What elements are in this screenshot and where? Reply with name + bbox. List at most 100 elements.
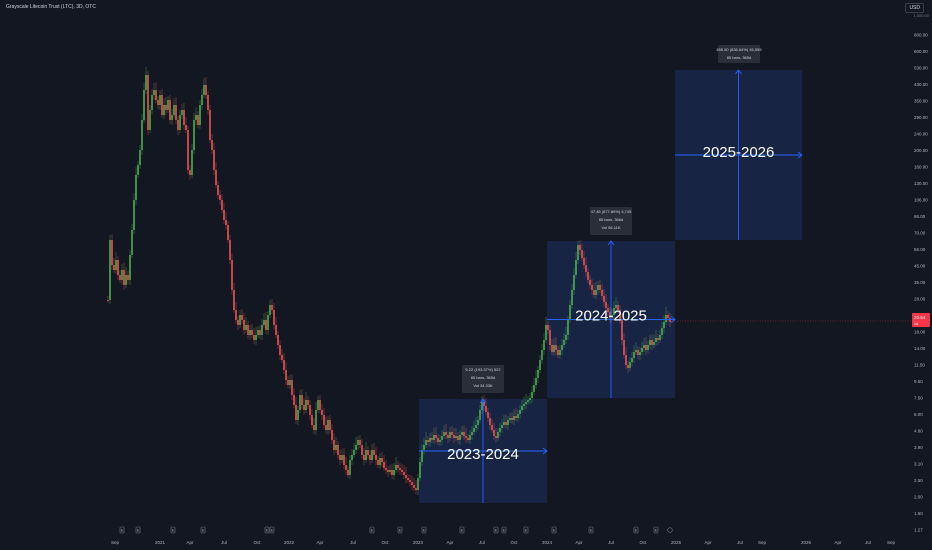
event-marker[interactable]: E xyxy=(119,526,125,534)
candle-body xyxy=(531,392,533,398)
event-marker[interactable]: E xyxy=(523,526,529,534)
event-marker[interactable]: E xyxy=(588,526,594,534)
time-axis-label: Apr xyxy=(704,540,712,545)
candle-body xyxy=(461,432,463,435)
time-axis[interactable]: Sep 2021 Apr Jul Oct 2022 Apr Jul Oct 2023 Apr Jul O… xyxy=(111,540,896,545)
candle-body xyxy=(621,320,623,340)
event-marker[interactable]: E xyxy=(493,526,499,534)
candle-body xyxy=(345,465,347,470)
price-axis[interactable]: 800.00 600.00 530.00 430.00 350.00 290.00 240.… xyxy=(914,33,928,533)
candle-body xyxy=(491,425,493,430)
candle-body xyxy=(567,320,569,335)
candle-body xyxy=(543,340,545,350)
candle-body xyxy=(661,328,663,335)
candle-body xyxy=(151,95,153,110)
event-marker[interactable]: E xyxy=(200,526,206,534)
price-axis-label: 160.00 xyxy=(914,165,928,170)
candle-body xyxy=(571,290,573,305)
candle-body xyxy=(627,365,629,368)
time-axis-label: Apr xyxy=(316,540,324,545)
candle-body xyxy=(197,115,199,125)
time-axis-label: Jul xyxy=(350,540,356,545)
candle-body xyxy=(157,100,159,105)
tooltip-line: 455.50 (836.64%) 45,555 xyxy=(716,47,762,52)
event-marker[interactable]: E xyxy=(269,526,275,534)
svg-text:E: E xyxy=(271,529,274,533)
candle-body xyxy=(423,445,425,450)
candle-body xyxy=(265,320,267,330)
currency-button[interactable]: USD xyxy=(905,3,924,13)
event-marker[interactable]: E xyxy=(459,526,465,534)
candle-body xyxy=(361,445,363,455)
candle-body xyxy=(619,310,621,320)
candle-body xyxy=(553,345,555,352)
candle-body xyxy=(235,310,237,320)
event-marker[interactable]: E xyxy=(653,526,659,534)
candle-body xyxy=(555,345,557,350)
price-axis-label: 11.50 xyxy=(914,363,925,368)
candle-body xyxy=(161,95,163,115)
candle-body xyxy=(515,416,517,418)
tooltip-line: 5.22 (193.37%) 522 xyxy=(465,367,501,372)
candle-body xyxy=(297,410,299,420)
candle-body xyxy=(111,240,113,265)
current-price-tag: 20.54 1d xyxy=(670,313,930,327)
event-marker-circle[interactable] xyxy=(667,527,673,533)
candle-body xyxy=(505,422,507,425)
candle-body xyxy=(481,402,483,410)
candle-body xyxy=(227,225,229,240)
event-marker[interactable]: E xyxy=(170,526,176,534)
candle-body xyxy=(159,95,161,105)
candle-body xyxy=(155,90,157,100)
candle-body xyxy=(623,340,625,355)
candle-body xyxy=(295,405,297,420)
event-marker[interactable]: E xyxy=(421,526,427,534)
event-marker[interactable]: E xyxy=(501,526,507,534)
candle-body xyxy=(275,325,277,335)
candle-body xyxy=(273,310,275,325)
candle-body xyxy=(535,378,537,385)
candle-body xyxy=(625,355,627,365)
price-axis-label: 56.00 xyxy=(914,247,926,252)
candle-body xyxy=(171,115,173,120)
tooltip-line: Vol 34.33K xyxy=(473,383,493,388)
candle-body xyxy=(307,400,309,405)
symbol-title[interactable]: Grayscale Litecoin Trust (LTC), 3D, OTC xyxy=(6,4,96,10)
time-axis-label: Oct xyxy=(510,540,518,545)
svg-text:E: E xyxy=(202,529,205,533)
candle-body xyxy=(599,285,601,290)
range-boxes[interactable] xyxy=(419,70,802,503)
candle-body xyxy=(201,95,203,105)
time-axis-label: Apr xyxy=(186,540,194,545)
svg-text:E: E xyxy=(461,529,464,533)
candle-body xyxy=(477,420,479,425)
current-price-sub: 1d xyxy=(914,322,918,326)
svg-text:E: E xyxy=(172,529,175,533)
candle-body xyxy=(359,440,361,445)
event-marker[interactable]: E xyxy=(551,526,557,534)
candle-body xyxy=(497,432,499,438)
event-marker[interactable]: E xyxy=(633,526,639,534)
candle-body xyxy=(441,436,443,440)
range-label: 2025-2026 xyxy=(703,144,775,161)
candle-body xyxy=(245,325,247,330)
time-axis-label: Sep xyxy=(758,540,767,545)
svg-text:E: E xyxy=(371,529,374,533)
candlestick-series xyxy=(107,67,671,495)
candle-body xyxy=(337,445,339,455)
event-marker[interactable]: E xyxy=(369,526,375,534)
candle-body xyxy=(483,402,485,406)
event-marker[interactable]: E xyxy=(264,526,270,534)
candle-body xyxy=(435,435,437,438)
candle-body xyxy=(349,460,351,475)
event-marker[interactable]: E xyxy=(397,526,403,534)
candle-body xyxy=(521,406,523,410)
candle-body xyxy=(467,438,469,440)
event-marker[interactable]: E xyxy=(135,526,141,534)
candle-body xyxy=(365,450,367,460)
price-axis-label: 240.00 xyxy=(914,132,928,137)
candle-body xyxy=(115,260,117,270)
